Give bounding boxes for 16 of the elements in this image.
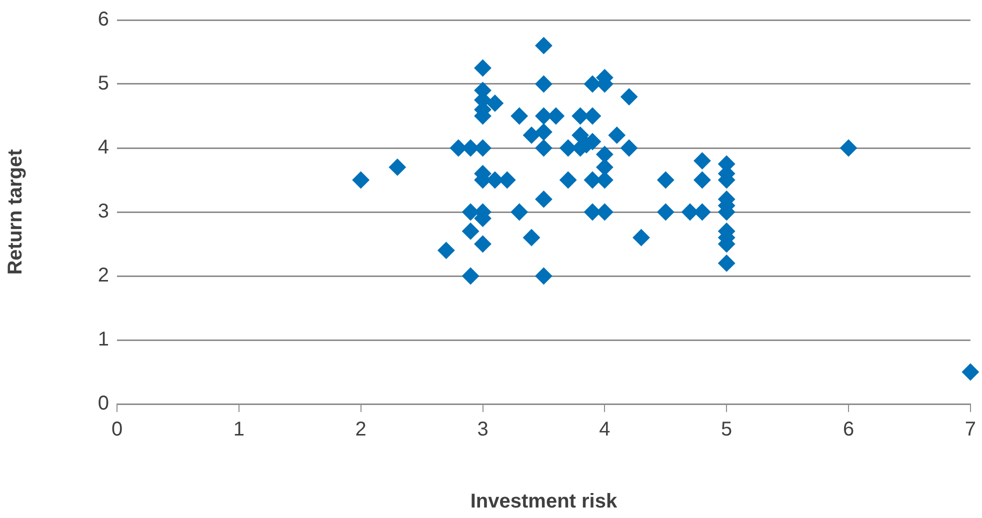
x-tick-label: 7 xyxy=(964,418,976,441)
y-tick-label: 4 xyxy=(98,136,109,159)
x-tick-label: 4 xyxy=(599,418,610,441)
y-tick-label: 0 xyxy=(98,392,109,415)
x-tick-label: 2 xyxy=(355,418,366,441)
x-tick-label: 1 xyxy=(233,418,244,441)
y-tick-label: 5 xyxy=(98,72,109,95)
x-tick-label: 3 xyxy=(477,418,488,441)
y-tick-label: 1 xyxy=(98,328,109,351)
x-axis-title: Investment risk xyxy=(470,490,618,513)
y-axis-title: Return target xyxy=(4,148,27,275)
y-tick-label: 6 xyxy=(98,8,109,31)
y-tick-label: 2 xyxy=(98,264,109,287)
x-tick-label: 6 xyxy=(842,418,854,441)
y-tick-label: 3 xyxy=(98,200,109,223)
x-tick-label: 5 xyxy=(721,418,732,441)
